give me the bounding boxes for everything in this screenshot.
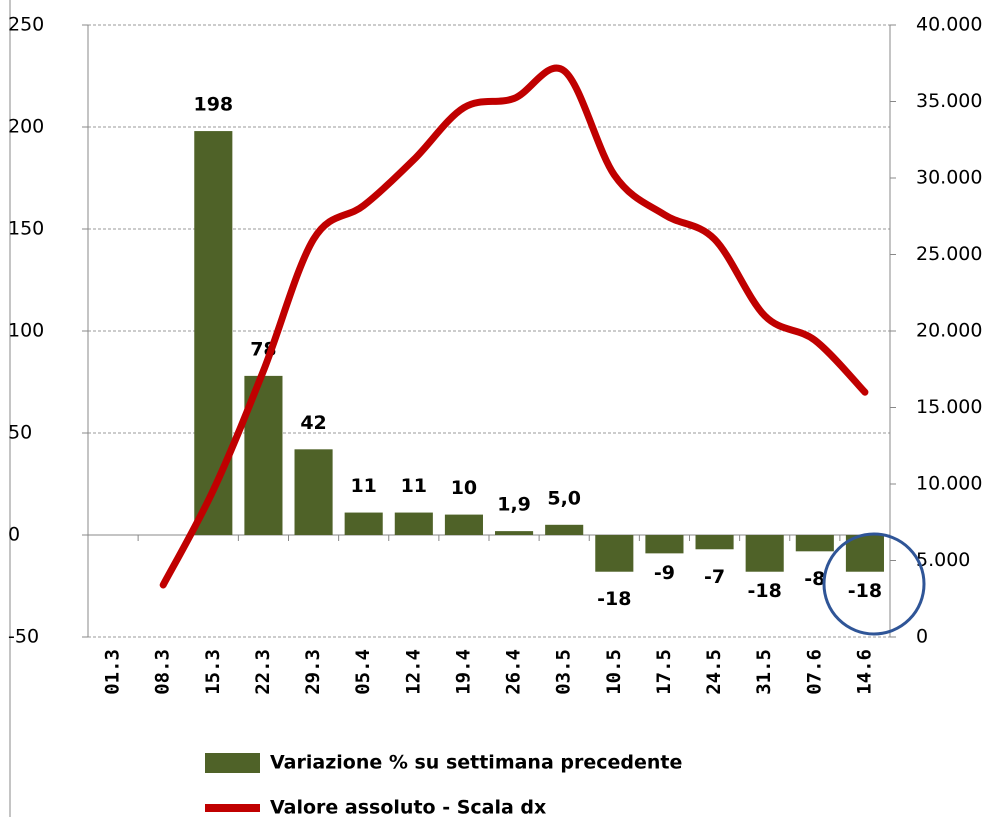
x-tick-label: 08.3 xyxy=(152,649,174,695)
y2-tick-label: 20.000 xyxy=(916,320,982,342)
bar xyxy=(795,535,834,552)
x-tick-label: 17.5 xyxy=(653,649,675,695)
data-label: 198 xyxy=(193,94,233,116)
line xyxy=(159,64,869,589)
bar xyxy=(294,449,333,535)
y-tick-label: 50 xyxy=(8,422,32,444)
y2-tick-label: 40.000 xyxy=(916,14,982,36)
bar xyxy=(595,535,634,572)
bar xyxy=(444,514,483,535)
y-tick-label: 250 xyxy=(8,14,44,36)
data-label: -8 xyxy=(804,568,825,590)
bar xyxy=(344,512,383,535)
data-label: 10 xyxy=(451,477,477,499)
x-tick-label: 19.4 xyxy=(452,649,474,695)
highlight-circle xyxy=(822,532,926,636)
y-tick-label: -50 xyxy=(8,626,39,648)
data-label: -9 xyxy=(654,562,675,584)
y2-tick-label: 0 xyxy=(916,626,928,648)
y-tick-label: 0 xyxy=(8,524,20,546)
y2-tick-label: 10.000 xyxy=(916,473,982,495)
y2-tick-label: 30.000 xyxy=(916,167,982,189)
y2-tick-label: 5.000 xyxy=(916,549,970,571)
bar xyxy=(695,535,734,550)
bar xyxy=(194,131,233,535)
x-tick-label: 05.4 xyxy=(352,649,374,695)
y2-tick-label: 25.000 xyxy=(916,243,982,265)
legend-label: Variazione % su settimana precedente xyxy=(270,752,682,774)
x-tick-label: 01.3 xyxy=(102,649,124,695)
data-label: 11 xyxy=(401,475,427,497)
x-tick-label: 03.5 xyxy=(553,649,575,695)
data-label: -18 xyxy=(848,580,882,602)
y2-tick-label: 35.000 xyxy=(916,90,982,112)
x-tick-label: 15.3 xyxy=(202,649,224,695)
data-label: -18 xyxy=(597,588,631,610)
bar xyxy=(745,535,784,572)
data-label: 1,9 xyxy=(497,494,531,516)
x-tick-label: 31.5 xyxy=(753,649,775,695)
x-tick-label: 10.5 xyxy=(603,649,625,695)
legend-label: Valore assoluto - Scala dx xyxy=(270,797,546,817)
x-tick-label: 26.4 xyxy=(503,649,525,695)
data-label: -7 xyxy=(704,566,725,588)
y-tick-label: 200 xyxy=(8,116,44,138)
bar xyxy=(545,524,584,535)
data-label: 42 xyxy=(300,412,326,434)
x-tick-label: 29.3 xyxy=(302,649,324,695)
data-label: -18 xyxy=(748,580,782,602)
bar xyxy=(845,535,884,572)
bar xyxy=(645,535,684,554)
x-tick-label: 24.5 xyxy=(703,649,725,695)
y-tick-label: 100 xyxy=(8,320,44,342)
legend-swatch xyxy=(205,753,260,773)
bar xyxy=(394,512,433,535)
y-tick-label: 150 xyxy=(8,218,44,240)
x-tick-label: 07.6 xyxy=(803,649,825,695)
data-label: 11 xyxy=(350,475,376,497)
y2-tick-label: 15.000 xyxy=(916,396,982,418)
x-tick-label: 14.6 xyxy=(853,649,875,695)
x-tick-label: 22.3 xyxy=(252,649,274,695)
data-label: 5,0 xyxy=(547,487,581,509)
x-tick-label: 12.4 xyxy=(402,649,424,695)
bar xyxy=(495,531,534,535)
